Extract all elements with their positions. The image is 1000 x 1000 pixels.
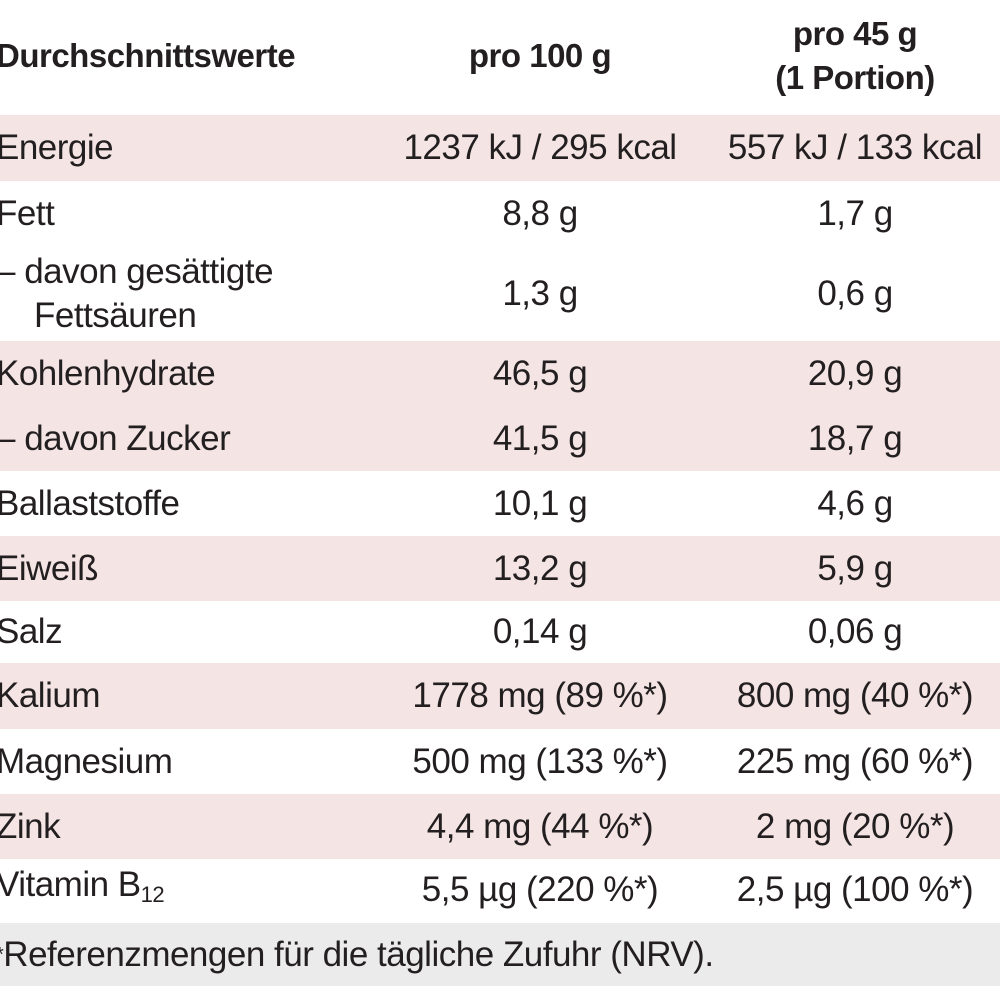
table-row: Salz 0,14 g 0,06 g — [0, 601, 1000, 663]
header-per-portion: (1 Portion) — [775, 59, 935, 96]
value-cell: 10,1 g — [380, 471, 700, 536]
value-per-portion: 2,5 µg (100 %*) — [736, 870, 974, 909]
value-cell: 4,6 g — [705, 471, 1000, 536]
row-label: Fett — [0, 193, 55, 233]
label-cell: Fett — [0, 181, 55, 246]
table-row: Magnesium 500 mg (133 %*) 225 mg (60 %*) — [0, 729, 1000, 794]
value-per-portion: 18,7 g — [807, 418, 903, 458]
value-per100: 4,4 mg (44 %*) — [426, 806, 654, 846]
value-per100: 0,14 g — [492, 612, 588, 651]
row-label: Kohlenhydrate — [0, 353, 216, 393]
table-row: Kohlenhydrate 46,5 g 20,9 g — [0, 341, 1000, 406]
row-label: Fettsäuren — [34, 295, 197, 335]
value-per-portion: 0,6 g — [817, 273, 893, 313]
row-label: Eiweiß — [0, 548, 99, 588]
value-per-portion: 5,9 g — [817, 548, 893, 588]
footnote: *Referenzmengen für die tägliche Zufuhr … — [0, 923, 714, 986]
value-per-portion: 557 kJ / 133 kcal — [727, 128, 983, 167]
label-cell: Ballaststoffe — [0, 471, 180, 536]
label-cell: Vitamin B12 — [0, 859, 165, 921]
header-label: Durchschnittswerte — [0, 37, 296, 74]
value-per-portion: 4,6 g — [817, 483, 893, 523]
header-cell: Durchschnittswerte — [0, 0, 296, 112]
table-row: – davon gesättigte Fettsäuren 1,3 g 0,6 g — [0, 246, 1000, 341]
value-per100: 41,5 g — [492, 418, 588, 458]
table-row: Energie 1237 kJ / 295 kcal 557 kJ / 133 kc… — [0, 115, 1000, 181]
row-label: Ballaststoffe — [0, 483, 180, 523]
label-cell: Energie — [0, 115, 114, 181]
header-per100: pro 100 g — [468, 37, 612, 74]
value-per-portion: 2 mg (20 %*) — [755, 806, 955, 846]
table-row: – davon Zucker 41,5 g 18,7 g — [0, 406, 1000, 471]
value-cell: 5,5 µg (220 %*) — [380, 859, 700, 921]
label-cell: Kohlenhydrate — [0, 341, 216, 406]
value-cell: 46,5 g — [380, 341, 700, 406]
value-cell: 0,06 g — [705, 601, 1000, 663]
header-per-portion: pro 45 g — [792, 15, 918, 52]
header-row: Durchschnittswerte pro 100 g pro 45 g (1 Po… — [0, 0, 1000, 112]
value-cell: 500 mg (133 %*) — [380, 729, 700, 794]
footnote-marker: * — [0, 933, 4, 977]
value-cell: 4,4 mg (44 %*) — [380, 794, 700, 859]
value-cell: 20,9 g — [705, 341, 1000, 406]
value-cell: 5,9 g — [705, 536, 1000, 601]
value-per-portion: 800 mg (40 %*) — [736, 676, 974, 715]
table-row: Ballaststoffe 10,1 g 4,6 g — [0, 471, 1000, 536]
label-cell: Kalium — [0, 663, 100, 729]
value-cell: 0,14 g — [380, 601, 700, 663]
row-label: Magnesium — [0, 741, 173, 781]
row-label: Kalium — [0, 676, 100, 715]
table-row: Zink 4,4 mg (44 %*) 2 mg (20 %*) — [0, 794, 1000, 859]
value-cell: 18,7 g — [705, 406, 1000, 471]
value-cell: 557 kJ / 133 kcal — [705, 115, 1000, 181]
header-cell: pro 45 g (1 Portion) — [705, 0, 1000, 112]
value-cell: 1,3 g — [380, 246, 700, 341]
value-cell: 800 mg (40 %*) — [705, 663, 1000, 729]
label-cell: – davon gesättigte Fettsäuren — [0, 246, 274, 341]
subscript: 12 — [140, 882, 165, 907]
row-label: Salz — [0, 612, 63, 651]
value-per-portion: 1,7 g — [817, 193, 893, 233]
value-per100: 10,1 g — [492, 483, 588, 523]
row-label: Zink — [0, 806, 61, 846]
table-row: Kalium 1778 mg (89 %*) 800 mg (40 %*) — [0, 663, 1000, 729]
table-row: Eiweiß 13,2 g 5,9 g — [0, 536, 1000, 601]
value-cell: 0,6 g — [705, 246, 1000, 341]
value-per100: 13,2 g — [492, 548, 588, 588]
value-per-portion: 20,9 g — [807, 353, 903, 393]
value-cell: 1,7 g — [705, 181, 1000, 246]
value-cell: 2 mg (20 %*) — [705, 794, 1000, 859]
footnote-text: Referenzmengen für die tägliche Zufuhr (… — [3, 934, 714, 974]
value-per100: 46,5 g — [492, 353, 588, 393]
row-label: Vitamin B12 — [0, 865, 165, 907]
row-label: – davon gesättigte — [0, 251, 274, 291]
value-cell: 8,8 g — [380, 181, 700, 246]
value-per-portion: 0,06 g — [807, 612, 903, 651]
value-cell: 1778 mg (89 %*) — [380, 663, 700, 729]
value-per100: 5,5 µg (220 %*) — [421, 870, 659, 909]
label-cell: Eiweiß — [0, 536, 99, 601]
label-cell: Zink — [0, 794, 61, 859]
table-row: Vitamin B12 5,5 µg (220 %*) 2,5 µg (100 %*… — [0, 859, 1000, 921]
label-cell: Salz — [0, 601, 63, 663]
row-label: – davon Zucker — [0, 418, 231, 458]
value-per100: 1778 mg (89 %*) — [412, 676, 668, 715]
value-cell: 13,2 g — [380, 536, 700, 601]
value-cell: 2,5 µg (100 %*) — [705, 859, 1000, 921]
value-per100: 500 mg (133 %*) — [412, 741, 668, 781]
value-per100: 1,3 g — [502, 273, 578, 313]
header-cell: pro 100 g — [380, 0, 700, 112]
value-per100: 8,8 g — [502, 193, 578, 233]
value-cell: 41,5 g — [380, 406, 700, 471]
value-per100: 1237 kJ / 295 kcal — [403, 128, 677, 167]
label-cell: – davon Zucker — [0, 406, 231, 471]
table-row: Fett 8,8 g 1,7 g — [0, 181, 1000, 246]
value-cell: 1237 kJ / 295 kcal — [380, 115, 700, 181]
footnote-row: *Referenzmengen für die tägliche Zufuhr … — [0, 923, 1000, 986]
value-per-portion: 225 mg (60 %*) — [736, 741, 974, 781]
row-label: Energie — [0, 128, 114, 167]
label-cell: Magnesium — [0, 729, 173, 794]
value-cell: 225 mg (60 %*) — [705, 729, 1000, 794]
